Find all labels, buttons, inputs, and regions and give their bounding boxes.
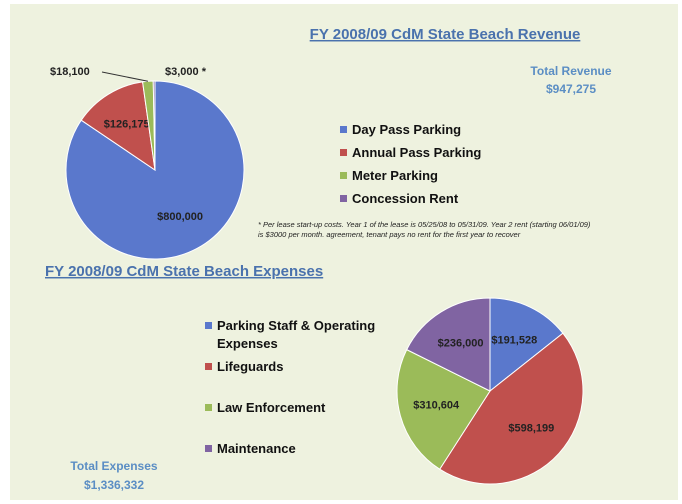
data-label: $126,175 (104, 119, 150, 131)
legend-swatch (340, 172, 347, 179)
legend-label: Day Pass Parking (352, 122, 462, 137)
legend-label-box: Lifeguards (217, 359, 284, 374)
data-label: $236,000 (438, 337, 484, 349)
data-label: $310,604 (413, 400, 460, 412)
pie-slice (439, 332, 584, 485)
chart-title: FY 2008/09 CdM State Beach Revenue (310, 26, 581, 43)
leader-line (101, 71, 148, 82)
legend-label-box: Parking Staff & Operating Expenses (217, 318, 376, 351)
total-label: Total Revenue (530, 64, 611, 78)
legend-swatch (340, 195, 347, 202)
legend-label: Lifeguards (217, 359, 284, 374)
legend-label-box: Annual Pass Parking (352, 145, 482, 160)
total-value: $1,336,332 (84, 478, 144, 492)
legend-swatch (205, 404, 212, 411)
legend-label: Meter Parking (352, 168, 438, 183)
data-label: $800,000 (157, 211, 203, 223)
footnote-box: * Per lease start-up costs. Year 1 of th… (258, 220, 591, 239)
legend-swatch (340, 126, 347, 133)
total-value: $947,275 (546, 82, 596, 96)
legend-label-box: Maintenance (217, 441, 296, 456)
legend-label-box: Meter Parking (352, 168, 438, 183)
legend-swatch (205, 445, 212, 452)
legend-swatch (340, 149, 347, 156)
legend-label: Parking Staff & Operating Expenses (217, 318, 376, 351)
data-label: $18,100 (50, 66, 90, 78)
legend-label: Law Enforcement (217, 400, 326, 415)
legend-label: Concession Rent (352, 191, 459, 206)
pie-slice (406, 297, 491, 392)
legend-label-box: Law Enforcement (217, 400, 326, 415)
data-label: $3,000 * (165, 66, 207, 78)
chart-title: FY 2008/09 CdM State Beach Expenses (45, 263, 323, 280)
footnote: * Per lease start-up costs. Year 1 of th… (258, 220, 591, 239)
data-label: $598,199 (508, 422, 554, 434)
legend-swatch (205, 363, 212, 370)
pie-slice (80, 81, 156, 172)
data-label: $191,528 (491, 335, 537, 347)
legend-swatch (205, 322, 212, 329)
pie-slice (152, 80, 156, 171)
legend-label-box: Day Pass Parking (352, 122, 462, 137)
pie-slice (489, 297, 564, 393)
total-label: Total Expenses (70, 459, 157, 473)
legend-label: Maintenance (217, 441, 296, 456)
legend-label-box: Concession Rent (352, 191, 459, 206)
legend-label: Annual Pass Parking (352, 145, 482, 160)
